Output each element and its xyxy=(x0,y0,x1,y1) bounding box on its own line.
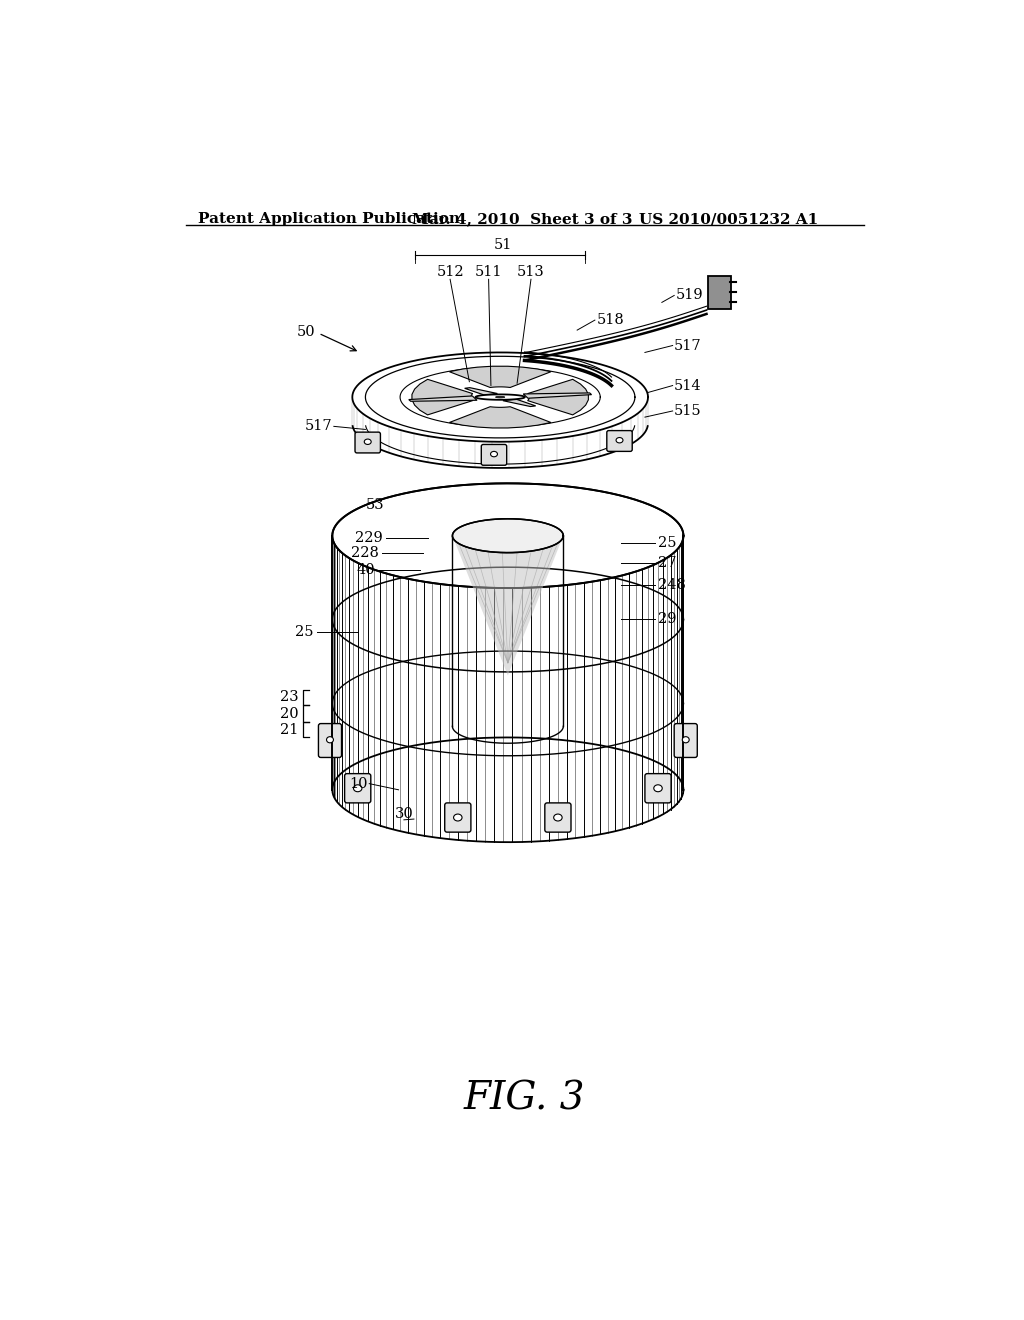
Text: 228: 228 xyxy=(350,546,379,561)
Text: 27: 27 xyxy=(658,557,677,570)
Polygon shape xyxy=(409,396,477,401)
Ellipse shape xyxy=(554,814,562,821)
Text: 25: 25 xyxy=(658,536,677,550)
Polygon shape xyxy=(453,519,563,553)
Polygon shape xyxy=(475,395,524,400)
Text: 513: 513 xyxy=(517,265,545,280)
Polygon shape xyxy=(450,407,551,428)
Polygon shape xyxy=(527,379,589,414)
FancyBboxPatch shape xyxy=(708,276,731,309)
Text: 229: 229 xyxy=(355,531,383,545)
Text: 511: 511 xyxy=(475,265,503,280)
Polygon shape xyxy=(450,366,551,388)
Text: 23: 23 xyxy=(280,690,298,705)
Text: 515: 515 xyxy=(674,404,701,418)
Ellipse shape xyxy=(353,785,361,792)
FancyBboxPatch shape xyxy=(318,723,342,758)
Text: 517: 517 xyxy=(305,420,333,433)
FancyBboxPatch shape xyxy=(607,430,632,451)
FancyBboxPatch shape xyxy=(481,445,507,465)
Text: 51: 51 xyxy=(494,238,512,252)
Text: 519: 519 xyxy=(676,289,703,302)
Polygon shape xyxy=(412,379,473,414)
Text: 40: 40 xyxy=(356,562,376,577)
Text: Patent Application Publication: Patent Application Publication xyxy=(199,213,461,226)
FancyBboxPatch shape xyxy=(645,774,671,803)
Text: Mar. 4, 2010  Sheet 3 of 3: Mar. 4, 2010 Sheet 3 of 3 xyxy=(412,213,632,226)
Text: 29: 29 xyxy=(658,612,677,626)
FancyBboxPatch shape xyxy=(545,803,571,832)
FancyBboxPatch shape xyxy=(345,774,371,803)
FancyBboxPatch shape xyxy=(355,432,381,453)
Text: 50: 50 xyxy=(297,325,315,339)
Text: FIG. 3: FIG. 3 xyxy=(464,1081,586,1118)
FancyBboxPatch shape xyxy=(674,723,697,758)
Ellipse shape xyxy=(365,440,371,445)
Ellipse shape xyxy=(454,814,462,821)
Text: 512: 512 xyxy=(436,265,464,280)
Ellipse shape xyxy=(327,737,334,743)
Ellipse shape xyxy=(490,451,498,457)
Ellipse shape xyxy=(653,785,663,792)
Text: 21: 21 xyxy=(280,723,298,737)
Polygon shape xyxy=(496,396,505,397)
Ellipse shape xyxy=(616,437,623,444)
Text: 53: 53 xyxy=(367,498,385,512)
Polygon shape xyxy=(503,399,536,407)
Text: US 2010/0051232 A1: US 2010/0051232 A1 xyxy=(639,213,818,226)
Text: 518: 518 xyxy=(596,313,625,327)
FancyBboxPatch shape xyxy=(333,536,683,789)
Text: 25: 25 xyxy=(295,624,313,639)
Ellipse shape xyxy=(682,737,689,743)
Text: 517: 517 xyxy=(674,338,701,352)
FancyBboxPatch shape xyxy=(444,803,471,832)
Text: 248: 248 xyxy=(658,578,686,591)
Text: 30: 30 xyxy=(394,808,414,821)
Text: 10: 10 xyxy=(349,776,368,791)
Text: 514: 514 xyxy=(674,379,701,392)
Text: 20: 20 xyxy=(280,706,298,721)
Polygon shape xyxy=(523,393,592,399)
Polygon shape xyxy=(453,536,563,676)
Polygon shape xyxy=(465,388,498,395)
